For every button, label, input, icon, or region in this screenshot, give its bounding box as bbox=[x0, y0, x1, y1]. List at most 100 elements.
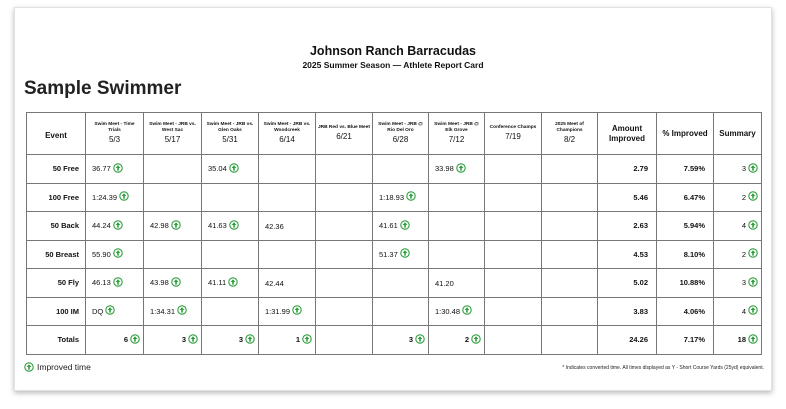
swim-time: 33.98 bbox=[435, 164, 454, 174]
amount-improved: 5.46 bbox=[597, 182, 657, 212]
improved-time-icon bbox=[471, 334, 481, 344]
swim-time: 44.24 bbox=[92, 221, 111, 231]
report-header: Johnson Ranch Barracudas 2025 Summer Sea… bbox=[15, 44, 771, 70]
team-name: Johnson Ranch Barracudas bbox=[309, 44, 476, 58]
summary-value: 3 bbox=[741, 278, 746, 288]
meet-date: 6/14 bbox=[279, 135, 295, 144]
time-cell bbox=[541, 154, 598, 184]
col-header-meet: Swim Meet - JRB vs. Woodcreek 6/14 bbox=[258, 112, 316, 155]
summary-count: 2 bbox=[713, 182, 762, 212]
improved-time-icon bbox=[113, 163, 123, 173]
improved-time-icon bbox=[456, 163, 466, 173]
swim-time: 55.90 bbox=[92, 249, 111, 259]
time-cell: 42.44 bbox=[258, 268, 316, 298]
time-cell: 36.77 bbox=[85, 154, 144, 184]
col-header-meet: Conference Champs 7/19 bbox=[484, 112, 542, 155]
col-header-meet: Swim Meet - JRB @ Rio Del Oro 6/28 bbox=[372, 112, 429, 155]
improved-time-icon bbox=[229, 220, 239, 230]
amount-improved: 3.83 bbox=[597, 296, 657, 326]
col-header-meet: Swim Meet - JRB @ Elk Grove 7/12 bbox=[428, 112, 485, 155]
time-cell: 46.13 bbox=[85, 268, 144, 298]
totals-amount: 24.26 bbox=[597, 325, 657, 355]
meet-date: 6/28 bbox=[392, 135, 409, 144]
totals-summary-value: 18 bbox=[737, 335, 746, 345]
time-cell bbox=[315, 268, 373, 298]
time-cell: 42.36 bbox=[258, 211, 316, 241]
improved-time-icon bbox=[113, 248, 123, 258]
improved-time-icon bbox=[292, 305, 302, 315]
swim-time: 46.13 bbox=[92, 278, 111, 288]
summary-count: 4 bbox=[713, 211, 762, 241]
swim-time: 36.77 bbox=[92, 164, 111, 174]
table-row: 100 Free 1:24.39 1:18.93 5.46 6.47% 2 bbox=[26, 182, 762, 212]
improved-time-icon bbox=[119, 191, 129, 201]
swim-time: 41.11 bbox=[208, 278, 227, 288]
athlete-name: Sample Swimmer bbox=[24, 78, 182, 99]
time-cell bbox=[201, 239, 259, 269]
improved-time-icon bbox=[177, 305, 187, 315]
meet-name: Swim Meet - JRB @ Elk Grove bbox=[434, 122, 479, 133]
time-cell bbox=[541, 296, 598, 326]
time-cell bbox=[372, 296, 429, 326]
report-table: Event Swim Meet - Time Trials 5/3 Swim Mee… bbox=[26, 112, 762, 355]
table-row: 50 Fly 46.13 43.98 41.11 42.44 41.20 5.02 10.88… bbox=[26, 268, 762, 298]
totals-summary: 18 bbox=[713, 325, 762, 355]
swim-time: 41.20 bbox=[435, 278, 454, 288]
time-cell: 1:31.99 bbox=[258, 296, 316, 326]
meet-date: 5/3 bbox=[108, 135, 121, 144]
meet-name: Swim Meet - Time Trials bbox=[94, 122, 135, 133]
improved-time-icon bbox=[24, 362, 34, 372]
time-cell: 51.37 bbox=[372, 239, 429, 269]
amount-improved: 2.79 bbox=[597, 154, 657, 184]
improved-time-icon bbox=[245, 334, 255, 344]
table-row: 50 Free 36.77 35.04 33.98 2.79 7.59% 3 bbox=[26, 154, 762, 184]
improved-time-icon bbox=[400, 220, 410, 230]
meet-name: JRB Red vs. Blue Meet bbox=[318, 125, 370, 130]
swim-time: 41.63 bbox=[208, 221, 227, 231]
col-header-meet: Swim Meet - JRB vs. Glen Oaks 5/31 bbox=[201, 112, 259, 155]
col-header-event: Event bbox=[26, 112, 86, 155]
meet-date: 7/19 bbox=[505, 132, 521, 141]
meet-date: 8/2 bbox=[563, 135, 576, 144]
improved-time-icon bbox=[415, 334, 425, 344]
meet-date: 5/31 bbox=[222, 135, 238, 144]
pct-improved: 7.59% bbox=[656, 154, 714, 184]
totals-count: 6 bbox=[123, 335, 128, 345]
time-cell bbox=[428, 239, 485, 269]
improved-time-icon bbox=[748, 191, 758, 201]
time-cell bbox=[258, 182, 316, 212]
time-cell: DQ bbox=[85, 296, 144, 326]
time-cell bbox=[258, 154, 316, 184]
legend-label: Improved time bbox=[37, 362, 91, 372]
meet-date: 6/21 bbox=[336, 132, 352, 141]
event-name: 50 Free bbox=[26, 154, 86, 184]
time-cell: 1:18.93 bbox=[372, 182, 429, 212]
time-cell bbox=[315, 239, 373, 269]
totals-count-cell bbox=[541, 325, 598, 355]
totals-pct: 7.17% bbox=[656, 325, 714, 355]
time-cell: 1:34.31 bbox=[143, 296, 202, 326]
time-cell bbox=[143, 154, 202, 184]
time-cell: 1:30.48 bbox=[428, 296, 485, 326]
table-row: 50 Back 44.24 42.98 41.63 42.36 41.61 2.63 5.94… bbox=[26, 211, 762, 241]
time-cell bbox=[428, 211, 485, 241]
time-cell bbox=[484, 296, 542, 326]
time-cell bbox=[428, 182, 485, 212]
time-cell bbox=[201, 296, 259, 326]
improved-time-icon bbox=[130, 334, 140, 344]
table-row: 50 Breast 55.90 51.37 4.53 8.10% 2 bbox=[26, 239, 762, 269]
pct-improved: 8.10% bbox=[656, 239, 714, 269]
improved-time-icon bbox=[113, 277, 123, 287]
season-subtitle: 2025 Summer Season — Athlete Report Card bbox=[302, 60, 484, 70]
improved-time-icon bbox=[113, 220, 123, 230]
time-cell bbox=[541, 239, 598, 269]
time-cell bbox=[484, 211, 542, 241]
col-header-pct-improved: % Improved bbox=[656, 112, 714, 155]
swim-time: 1:31.99 bbox=[265, 306, 291, 316]
swim-time: 1:18.93 bbox=[379, 192, 405, 202]
totals-count-cell: 3 bbox=[372, 325, 429, 355]
pct-improved: 6.47% bbox=[656, 182, 714, 212]
totals-count-cell: 3 bbox=[143, 325, 202, 355]
improved-time-icon bbox=[406, 191, 416, 201]
summary-count: 4 bbox=[713, 296, 762, 326]
